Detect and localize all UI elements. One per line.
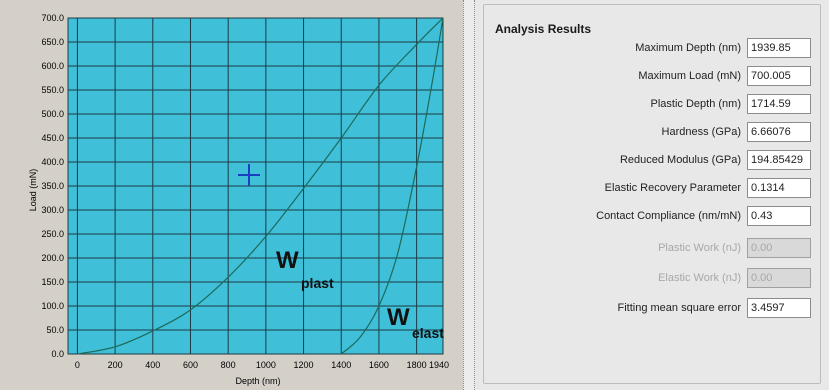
result-row: Reduced Modulus (GPa) 194.85429 bbox=[475, 150, 829, 172]
result-value-field[interactable]: 194.85429 bbox=[747, 150, 811, 170]
loading-curve bbox=[77, 17, 444, 355]
y-tick-label: 450.0 bbox=[41, 133, 64, 143]
result-value-field[interactable]: 0.1314 bbox=[747, 178, 811, 198]
x-tick-label: 400 bbox=[145, 360, 160, 370]
load-depth-chart[interactable]: 0.0 50.0 100.0 150.0 200.0 250.0 300.0 350.0 400… bbox=[0, 0, 463, 390]
grid bbox=[67, 17, 444, 355]
y-tick-label: 200.0 bbox=[41, 253, 64, 263]
x-axis-ticks: 0 200 400 600 800 1000 1200 1400 1600 1800 1940 bbox=[75, 360, 449, 370]
crosshair-cursor-icon bbox=[238, 164, 260, 186]
result-label: Reduced Modulus (GPa) bbox=[619, 154, 741, 166]
result-row: Elastic Work (nJ) 0.00 bbox=[475, 268, 829, 290]
y-axis-label: Load (mN) bbox=[28, 169, 38, 212]
x-tick-label: 800 bbox=[221, 360, 236, 370]
y-axis-ticks: 0.0 50.0 100.0 150.0 200.0 250.0 300.0 350.0 400… bbox=[41, 13, 64, 359]
result-value-field[interactable]: 700.005 bbox=[747, 66, 811, 86]
result-row: Plastic Depth (nm) 1714.59 bbox=[475, 94, 829, 116]
y-tick-label: 100.0 bbox=[41, 301, 64, 311]
unloading-curve bbox=[340, 17, 444, 355]
result-value-field: 0.00 bbox=[747, 238, 811, 258]
result-label: Fitting mean square error bbox=[617, 302, 742, 314]
result-value-field[interactable]: 1714.59 bbox=[747, 94, 811, 114]
result-value-field[interactable]: 6.66076 bbox=[747, 122, 811, 142]
result-label: Elastic Recovery Parameter bbox=[604, 182, 741, 194]
result-row: Contact Compliance (nm/mN) 0.43 bbox=[475, 206, 829, 228]
y-tick-label: 150.0 bbox=[41, 277, 64, 287]
result-label: Maximum Load (mN) bbox=[638, 70, 741, 82]
x-tick-label: 1200 bbox=[294, 360, 314, 370]
w-plast-label: W bbox=[276, 247, 299, 274]
result-label: Plastic Depth (nm) bbox=[650, 98, 741, 110]
result-row: Fitting mean square error 3.4597 bbox=[475, 298, 829, 320]
x-axis-label: Depth (nm) bbox=[235, 376, 280, 386]
result-row: Maximum Depth (nm) 1939.85 bbox=[475, 38, 829, 60]
y-tick-label: 350.0 bbox=[41, 181, 64, 191]
x-tick-label: 0 bbox=[75, 360, 80, 370]
result-row: Maximum Load (mN) 700.005 bbox=[475, 66, 829, 88]
x-tick-label: 1400 bbox=[331, 360, 351, 370]
x-tick-label: 1000 bbox=[256, 360, 276, 370]
result-label: Maximum Depth (nm) bbox=[635, 42, 741, 54]
y-tick-label: 500.0 bbox=[41, 109, 64, 119]
analysis-results-panel: Analysis Results Maximum Depth (nm) 1939.… bbox=[475, 0, 829, 390]
result-label: Contact Compliance (nm/mN) bbox=[596, 210, 741, 222]
load-depth-chart-panel: 0.0 50.0 100.0 150.0 200.0 250.0 300.0 350.0 400… bbox=[0, 0, 463, 390]
x-tick-label: 600 bbox=[183, 360, 198, 370]
panel-splitter[interactable] bbox=[463, 0, 475, 390]
y-tick-label: 300.0 bbox=[41, 205, 64, 215]
curves bbox=[77, 17, 444, 355]
x-tick-label: 1940 bbox=[429, 360, 449, 370]
y-tick-label: 600.0 bbox=[41, 61, 64, 71]
w-plast-subscript: plast bbox=[301, 275, 334, 291]
result-row: Elastic Recovery Parameter 0.1314 bbox=[475, 178, 829, 200]
result-label: Plastic Work (nJ) bbox=[658, 242, 741, 254]
result-label: Elastic Work (nJ) bbox=[658, 272, 741, 284]
x-tick-label: 1800 bbox=[407, 360, 427, 370]
result-row: Plastic Work (nJ) 0.00 bbox=[475, 238, 829, 260]
result-value-field[interactable]: 0.43 bbox=[747, 206, 811, 226]
result-label: Hardness (GPa) bbox=[661, 126, 741, 138]
w-elast-subscript: elast bbox=[412, 325, 444, 341]
y-tick-label: 700.0 bbox=[41, 13, 64, 23]
result-value-field[interactable]: 3.4597 bbox=[747, 298, 811, 318]
y-tick-label: 650.0 bbox=[41, 37, 64, 47]
result-value-field[interactable]: 1939.85 bbox=[747, 38, 811, 58]
x-tick-label: 200 bbox=[108, 360, 123, 370]
result-value-field: 0.00 bbox=[747, 268, 811, 288]
y-tick-label: 550.0 bbox=[41, 85, 64, 95]
y-tick-label: 50.0 bbox=[46, 325, 64, 335]
x-tick-label: 1600 bbox=[369, 360, 389, 370]
y-tick-label: 0.0 bbox=[51, 349, 64, 359]
y-tick-label: 250.0 bbox=[41, 229, 64, 239]
plot-border bbox=[67, 17, 444, 355]
y-tick-label: 400.0 bbox=[41, 157, 64, 167]
w-elast-label: W bbox=[387, 304, 410, 331]
result-row: Hardness (GPa) 6.66076 bbox=[475, 122, 829, 144]
analysis-results-group bbox=[483, 4, 821, 384]
analysis-results-title: Analysis Results bbox=[495, 22, 592, 36]
